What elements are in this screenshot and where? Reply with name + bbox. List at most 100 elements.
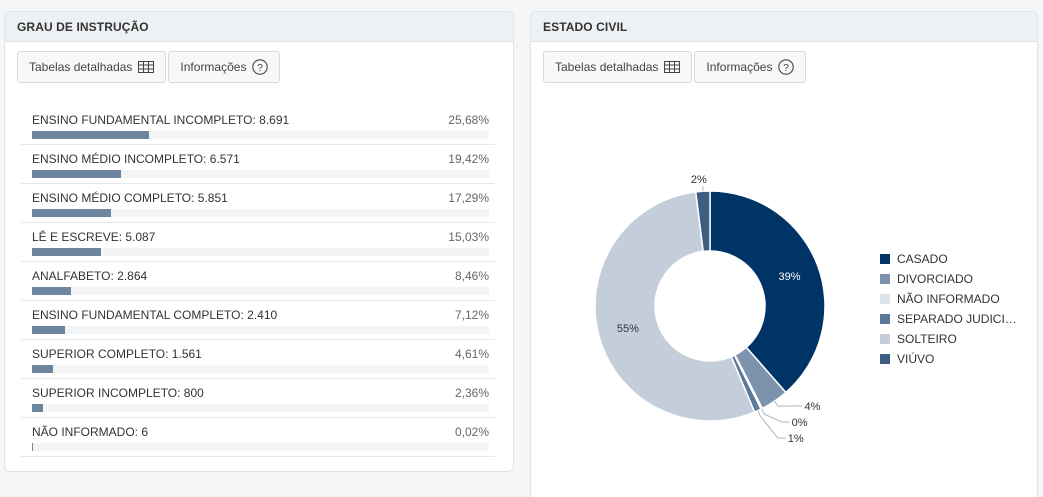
education-title: GRAU DE INSTRUÇÃO (17, 19, 149, 34)
education-row-percent: 19,42% (448, 152, 489, 166)
education-tables-label: Tabelas detalhadas (29, 60, 133, 74)
education-row-percent: 0,02% (454, 425, 489, 439)
donut-slice-label-4: 55% (617, 323, 639, 335)
education-row-label: ANALFABETO: 2.864 (32, 269, 148, 283)
education-row-label: ENSINO FUNDAMENTAL INCOMPLETO: 8.691 (32, 113, 290, 127)
education-row[interactable]: LÊ E ESCREVE: 5.087 15,03% (21, 223, 495, 262)
education-row-bar (32, 443, 33, 451)
legend-label: DIVORCIADO (897, 272, 974, 286)
table-icon (664, 61, 681, 73)
donut-slice-0[interactable] (709, 190, 826, 394)
education-row-label: ENSINO FUNDAMENTAL COMPLETO: 2.410 (32, 308, 278, 322)
donut-slice-label-0: 39% (779, 271, 801, 283)
education-row-bar (32, 365, 54, 373)
education-info-button[interactable]: Informações ? (168, 51, 281, 83)
education-row-bar-track (32, 404, 489, 412)
education-row-bar (32, 326, 65, 334)
donut-slice-label-1: 4% (805, 401, 821, 413)
education-card: GRAU DE INSTRUÇÃO Tabelas detalhadas Inf… (4, 11, 514, 472)
education-row-label: LÊ E ESCREVE: 5.087 (32, 230, 156, 244)
education-row[interactable]: ENSINO FUNDAMENTAL INCOMPLETO: 8.691 25,6… (21, 106, 495, 145)
legend-item[interactable]: DIVORCIADO (880, 269, 1022, 289)
donut-slice-4[interactable] (594, 191, 756, 422)
legend-label: NÃO INFORMADO (897, 292, 1000, 306)
marital-header: ESTADO CIVIL (531, 12, 1037, 42)
legend-label: VIÚVO (897, 352, 935, 366)
donut-leader-line-2 (761, 408, 790, 423)
svg-text:?: ? (258, 62, 264, 74)
education-row-bar (32, 209, 111, 217)
education-row-label: NÃO INFORMADO: 6 (32, 425, 149, 439)
marital-legend: CASADO DIVORCIADO NÃO INFORMADO SEPARADO JU… (880, 249, 1022, 369)
education-row[interactable]: NÃO INFORMADO: 6 0,02% (21, 418, 495, 457)
donut-leader-line-3 (757, 410, 786, 439)
education-row[interactable]: ENSINO MÉDIO COMPLETO: 5.851 17,29% (21, 184, 495, 223)
education-header: GRAU DE INSTRUÇÃO (5, 12, 513, 42)
donut-slice-label-3: 1% (788, 433, 804, 445)
education-row-bar (32, 170, 121, 178)
legend-swatch (880, 314, 890, 324)
marital-card: ESTADO CIVIL Tabelas detalhadas Informaç… (530, 11, 1038, 497)
legend-item[interactable]: SOLTEIRO (880, 329, 1022, 349)
education-row-percent: 4,61% (454, 347, 489, 361)
education-row-percent: 7,12% (454, 308, 489, 322)
marital-info-label: Informações (706, 60, 773, 74)
education-row-percent: 2,36% (454, 386, 489, 400)
help-circle-icon: ? (252, 59, 269, 75)
education-row-percent: 8,46% (454, 269, 489, 283)
legend-label: SEPARADO JUDICIA... (897, 312, 1022, 326)
marital-tables-label: Tabelas detalhadas (555, 60, 659, 74)
legend-item[interactable]: SEPARADO JUDICIA... (880, 309, 1022, 329)
legend-swatch (880, 274, 890, 284)
table-icon (138, 61, 155, 73)
education-row-label: SUPERIOR COMPLETO: 1.561 (32, 347, 202, 361)
help-circle-icon: ? (778, 59, 795, 75)
marital-donut-chart: 39% 55% 4% 0% 1% 2% (594, 174, 826, 445)
education-row-bar (32, 404, 43, 412)
education-row-bar-track (32, 326, 489, 334)
education-row-label: ENSINO MÉDIO INCOMPLETO: 6.571 (32, 152, 240, 166)
education-row-percent: 15,03% (448, 230, 489, 244)
donut-slice-5[interactable] (694, 190, 711, 253)
education-row-bar (32, 248, 101, 256)
legend-item[interactable]: VIÚVO (880, 349, 1022, 369)
education-tables-button[interactable]: Tabelas detalhadas (17, 51, 167, 83)
education-row-bar-track (32, 365, 489, 373)
donut-slice-label-5: 2% (691, 174, 707, 186)
education-row[interactable]: ANALFABETO: 2.864 8,46% (21, 262, 495, 301)
education-info-label: Informações (180, 60, 247, 74)
legend-label: CASADO (897, 252, 948, 266)
marital-info-button[interactable]: Informações ? (694, 51, 807, 83)
education-row-bar-track (32, 170, 489, 178)
svg-text:?: ? (784, 62, 790, 74)
education-row-label: ENSINO MÉDIO COMPLETO: 5.851 (32, 191, 228, 205)
legend-item[interactable]: CASADO (880, 249, 1022, 269)
education-toolbar: Tabelas detalhadas Informações ? (5, 42, 513, 83)
legend-swatch (880, 334, 890, 344)
marital-title: ESTADO CIVIL (543, 19, 628, 34)
education-row[interactable]: SUPERIOR INCOMPLETO: 800 2,36% (21, 379, 495, 418)
education-row[interactable]: SUPERIOR COMPLETO: 1.561 4,61% (21, 340, 495, 379)
education-row-percent: 17,29% (448, 191, 489, 205)
education-row-label: SUPERIOR INCOMPLETO: 800 (32, 386, 204, 400)
donut-slice-label-2: 0% (792, 417, 808, 429)
education-row-bar (32, 287, 71, 295)
donut-leader-line-1 (774, 400, 803, 407)
legend-swatch (880, 254, 890, 264)
education-row-bar (32, 131, 150, 139)
education-row-bar-track (32, 443, 489, 451)
legend-swatch (880, 354, 890, 364)
education-row-bar-track (32, 287, 489, 295)
education-row-bar-track (32, 131, 489, 139)
education-row-bar-track (32, 248, 489, 256)
legend-label: SOLTEIRO (897, 332, 957, 346)
legend-item[interactable]: NÃO INFORMADO (880, 289, 1022, 309)
marital-tables-button[interactable]: Tabelas detalhadas (543, 51, 693, 83)
education-row-bar-track (32, 209, 489, 217)
legend-swatch (880, 294, 890, 304)
marital-toolbar: Tabelas detalhadas Informações ? (531, 42, 1037, 83)
education-row-percent: 25,68% (448, 113, 489, 127)
education-row[interactable]: ENSINO FUNDAMENTAL COMPLETO: 2.410 7,12% (21, 301, 495, 340)
education-row[interactable]: ENSINO MÉDIO INCOMPLETO: 6.571 19,42% (21, 145, 495, 184)
education-list: ENSINO FUNDAMENTAL INCOMPLETO: 8.691 25,6… (21, 106, 495, 457)
